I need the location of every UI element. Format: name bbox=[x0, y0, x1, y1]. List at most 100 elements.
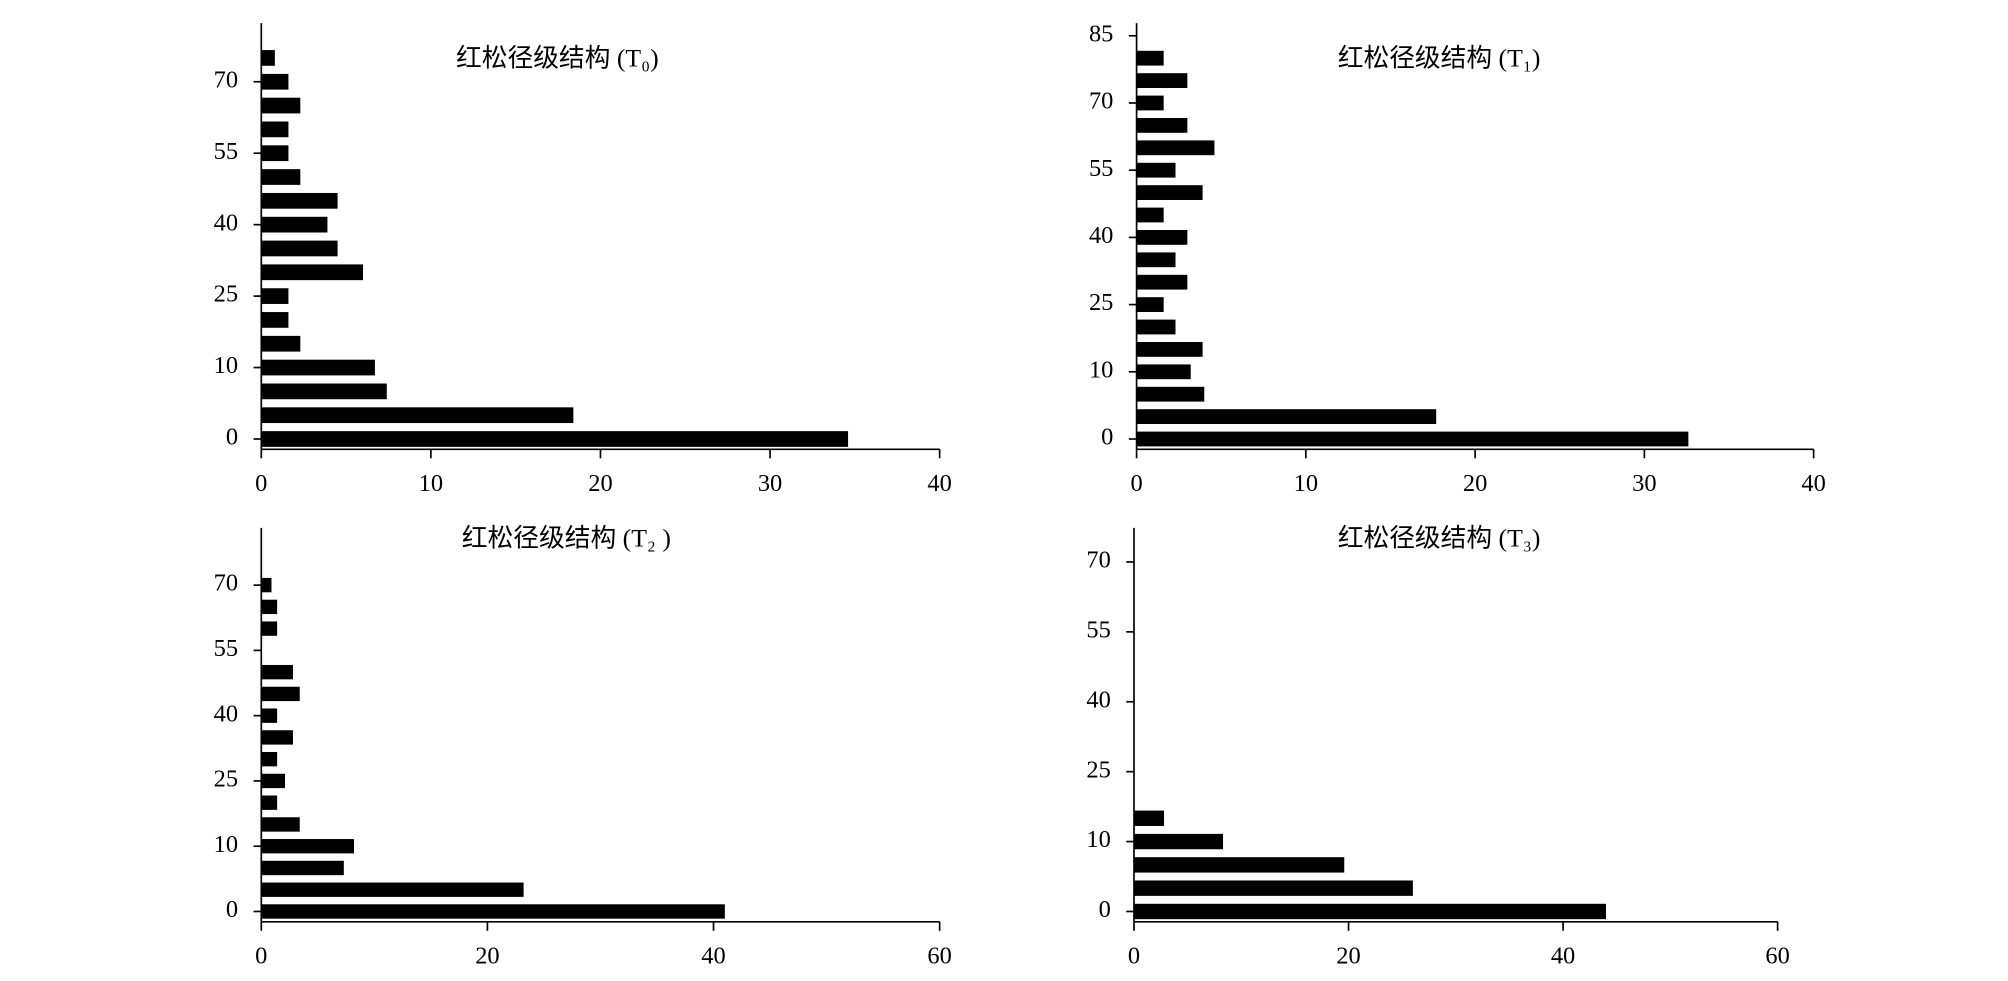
y-tick-label: 10 bbox=[214, 831, 238, 858]
bar bbox=[1136, 431, 1689, 447]
bar bbox=[261, 50, 275, 66]
bar bbox=[261, 839, 355, 854]
bar bbox=[261, 730, 293, 745]
y-tick-label: 10 bbox=[214, 352, 238, 379]
chart-title: 红松径级结构 (T₀) bbox=[456, 43, 659, 72]
bar bbox=[1134, 857, 1345, 873]
x-tick-label: 0 bbox=[255, 942, 267, 969]
chart-title: 红松径级结构 (T₂ ) bbox=[462, 524, 671, 553]
y-tick-label: 40 bbox=[214, 700, 238, 727]
bar bbox=[261, 192, 338, 209]
bar bbox=[261, 288, 289, 304]
y-tick-label: 70 bbox=[214, 570, 238, 597]
bar bbox=[261, 904, 725, 919]
y-tick-label: 85 bbox=[1089, 20, 1113, 47]
bar bbox=[261, 708, 278, 723]
bar bbox=[261, 312, 289, 328]
x-tick-label: 40 bbox=[927, 470, 951, 497]
y-tick-label: 40 bbox=[214, 209, 238, 236]
bar bbox=[261, 621, 278, 636]
bar bbox=[1136, 50, 1164, 66]
bar bbox=[1136, 118, 1188, 133]
bar bbox=[1136, 386, 1205, 402]
bar bbox=[1136, 230, 1188, 245]
y-tick-label: 0 bbox=[1099, 896, 1111, 923]
bar bbox=[261, 121, 289, 138]
x-tick-label: 40 bbox=[1801, 470, 1825, 497]
bar bbox=[1136, 207, 1164, 223]
y-tick-label: 70 bbox=[1089, 88, 1113, 115]
bar bbox=[1134, 810, 1165, 826]
y-tick-label: 55 bbox=[1086, 616, 1110, 643]
bar bbox=[261, 817, 300, 832]
bar bbox=[1136, 342, 1203, 357]
bar bbox=[261, 599, 278, 615]
x-tick-label: 60 bbox=[1765, 942, 1789, 969]
bar bbox=[1134, 880, 1413, 896]
x-tick-label: 20 bbox=[1336, 942, 1360, 969]
x-tick-label: 0 bbox=[255, 470, 267, 497]
chart-title: 红松径级结构 (T₁) bbox=[1338, 43, 1541, 72]
bar bbox=[1136, 252, 1176, 268]
y-tick-label: 55 bbox=[214, 138, 238, 165]
bar bbox=[261, 240, 338, 257]
bar bbox=[261, 407, 574, 424]
y-tick-label: 25 bbox=[214, 281, 238, 308]
x-tick-label: 0 bbox=[1130, 470, 1142, 497]
bar bbox=[261, 383, 387, 400]
bar bbox=[261, 169, 301, 185]
bar bbox=[261, 577, 272, 593]
bar bbox=[1136, 162, 1176, 178]
x-tick-label: 20 bbox=[588, 470, 612, 497]
bar bbox=[1136, 319, 1176, 335]
y-tick-label: 0 bbox=[226, 896, 238, 923]
bar bbox=[261, 752, 278, 767]
bar bbox=[261, 216, 328, 233]
x-tick-label: 10 bbox=[1294, 470, 1318, 497]
bar bbox=[1136, 140, 1215, 156]
bar bbox=[1136, 73, 1188, 88]
y-tick-label: 55 bbox=[1089, 155, 1113, 182]
bar bbox=[261, 73, 289, 90]
bar bbox=[261, 335, 301, 352]
y-tick-label: 70 bbox=[1086, 547, 1110, 574]
bar bbox=[261, 145, 289, 162]
x-tick-label: 40 bbox=[1551, 942, 1575, 969]
bar bbox=[261, 97, 301, 114]
bar bbox=[1136, 297, 1164, 312]
bar bbox=[1136, 95, 1164, 111]
bar bbox=[261, 431, 849, 447]
y-tick-label: 40 bbox=[1086, 686, 1110, 713]
y-tick-label: 25 bbox=[1089, 289, 1113, 316]
bar bbox=[1136, 364, 1191, 380]
y-tick-label: 10 bbox=[1086, 826, 1110, 853]
y-tick-label: 0 bbox=[226, 424, 238, 451]
x-tick-label: 20 bbox=[1463, 470, 1487, 497]
y-tick-label: 70 bbox=[214, 66, 238, 93]
x-tick-label: 20 bbox=[475, 942, 499, 969]
bar bbox=[261, 860, 344, 876]
y-tick-label: 0 bbox=[1101, 424, 1113, 451]
bar bbox=[1136, 185, 1203, 200]
bar bbox=[1136, 274, 1188, 290]
bar bbox=[261, 882, 524, 897]
x-tick-label: 40 bbox=[701, 942, 725, 969]
x-tick-label: 60 bbox=[927, 942, 951, 969]
bar bbox=[261, 359, 375, 376]
bar bbox=[261, 264, 364, 281]
bar bbox=[261, 795, 278, 810]
chart-title: 红松径级结构 (T₃) bbox=[1338, 524, 1541, 553]
bar bbox=[1134, 903, 1606, 920]
y-tick-label: 25 bbox=[214, 766, 238, 793]
bar bbox=[1134, 833, 1224, 850]
y-tick-label: 10 bbox=[1089, 356, 1113, 383]
bar bbox=[1136, 409, 1437, 424]
y-tick-label: 55 bbox=[214, 635, 238, 662]
bar bbox=[261, 686, 300, 702]
x-tick-label: 30 bbox=[1632, 470, 1656, 497]
x-tick-label: 30 bbox=[758, 470, 782, 497]
x-tick-label: 10 bbox=[419, 470, 443, 497]
bar bbox=[261, 773, 286, 789]
bar bbox=[261, 664, 293, 680]
